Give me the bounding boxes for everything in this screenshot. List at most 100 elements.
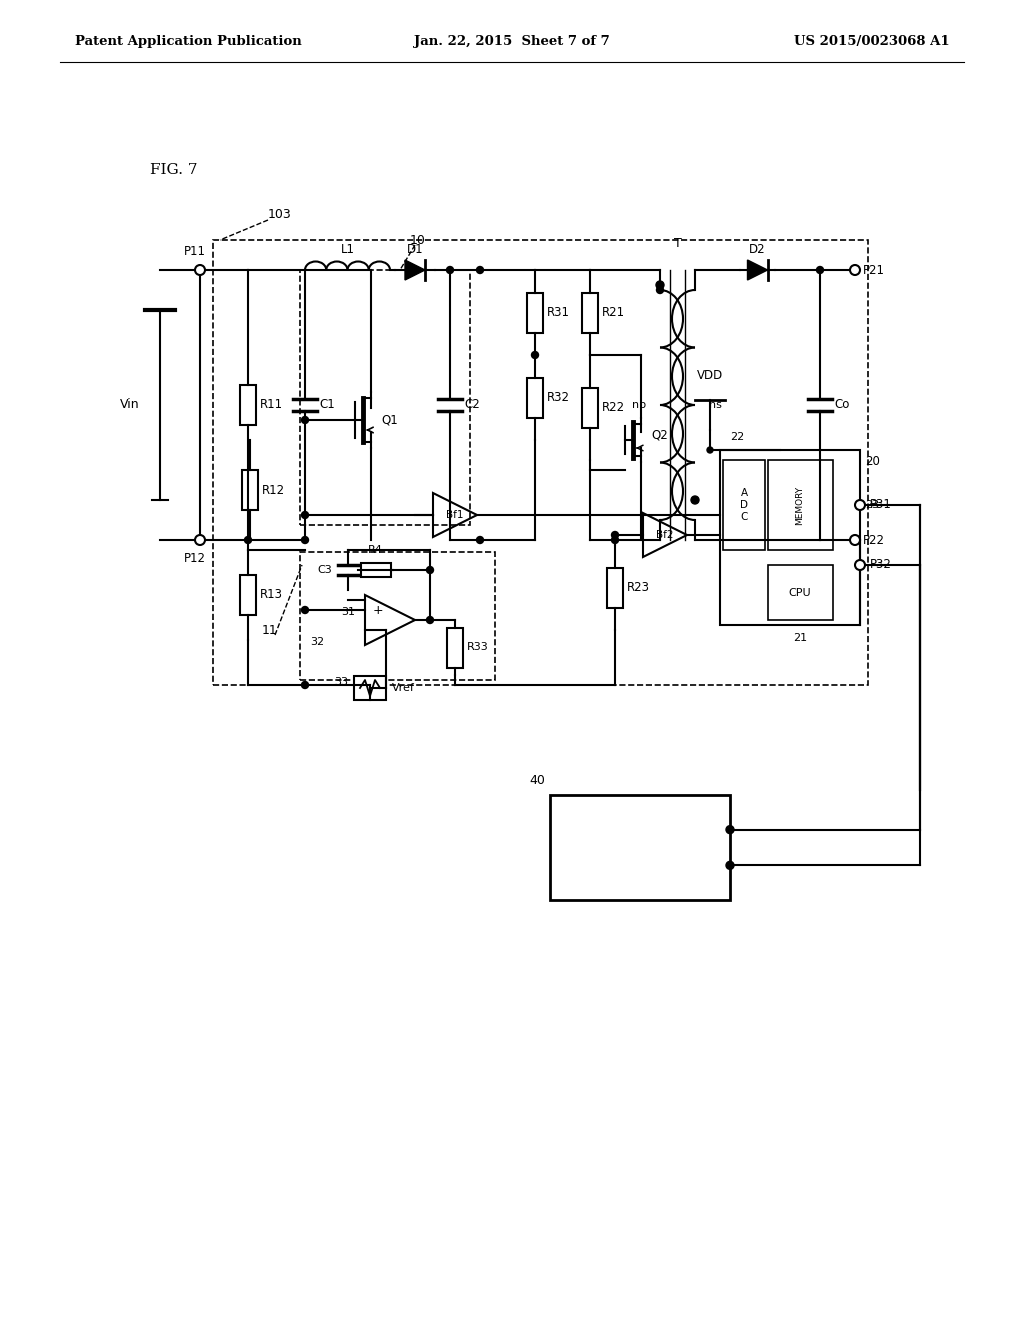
Text: R4: R4 (368, 545, 383, 554)
Bar (300, 552, 495, 680)
Circle shape (245, 536, 252, 544)
Bar (242, 470, 258, 510)
Text: Patent Application Publication: Patent Application Publication (75, 36, 302, 49)
Bar (607, 568, 623, 607)
Bar (527, 293, 543, 333)
Circle shape (476, 536, 483, 544)
Text: +: + (373, 603, 383, 616)
Text: Q2: Q2 (651, 429, 668, 441)
Text: R11: R11 (260, 399, 283, 412)
Text: Vin: Vin (121, 399, 140, 412)
Text: 40: 40 (529, 774, 545, 787)
Text: 23: 23 (865, 500, 880, 510)
Text: np: np (632, 400, 646, 411)
Bar (582, 293, 598, 333)
Circle shape (301, 681, 308, 689)
Text: P22: P22 (863, 533, 885, 546)
Text: Co: Co (834, 399, 849, 412)
Circle shape (301, 417, 308, 424)
Circle shape (656, 286, 664, 293)
Circle shape (195, 535, 205, 545)
Bar (240, 576, 256, 615)
Bar (527, 378, 543, 417)
Bar (213, 240, 868, 685)
Text: 103: 103 (268, 209, 292, 222)
Text: P21: P21 (863, 264, 885, 276)
Circle shape (726, 862, 734, 870)
Circle shape (195, 265, 205, 275)
Circle shape (816, 267, 823, 273)
Text: D1: D1 (407, 243, 423, 256)
Bar (354, 676, 386, 700)
Circle shape (691, 496, 699, 504)
Circle shape (855, 500, 865, 510)
Circle shape (726, 825, 734, 834)
Text: C2: C2 (464, 399, 480, 412)
Circle shape (301, 536, 308, 544)
Text: R12: R12 (262, 483, 285, 496)
Bar (240, 385, 256, 425)
Text: D2: D2 (750, 243, 766, 256)
Text: Jan. 22, 2015  Sheet 7 of 7: Jan. 22, 2015 Sheet 7 of 7 (414, 36, 610, 49)
Text: L1: L1 (341, 243, 354, 256)
Text: P11: P11 (184, 246, 206, 257)
Text: R23: R23 (627, 581, 650, 594)
Text: 31: 31 (341, 607, 355, 616)
Text: Q1: Q1 (381, 413, 397, 426)
Bar (723, 459, 765, 550)
Text: Bf2: Bf2 (656, 531, 674, 540)
Bar (550, 795, 730, 900)
Text: A
D
C: A D C (740, 487, 748, 523)
Bar (361, 564, 391, 577)
Bar (582, 388, 598, 428)
Text: VDD: VDD (697, 370, 723, 381)
Circle shape (531, 351, 539, 359)
Polygon shape (406, 260, 425, 280)
Text: T: T (674, 238, 681, 249)
Text: CPU: CPU (788, 587, 811, 598)
Text: 11: 11 (262, 623, 278, 636)
Circle shape (446, 267, 454, 273)
Text: ns: ns (709, 400, 722, 411)
Text: C1: C1 (319, 399, 335, 412)
Text: −: − (372, 623, 384, 638)
Text: 21: 21 (793, 634, 807, 643)
Circle shape (707, 447, 713, 453)
Circle shape (476, 267, 483, 273)
Text: FIG. 7: FIG. 7 (150, 162, 198, 177)
Text: 20: 20 (865, 455, 880, 469)
Text: C3: C3 (317, 565, 332, 576)
Circle shape (611, 532, 618, 539)
Circle shape (427, 616, 433, 623)
Circle shape (301, 606, 308, 614)
Bar (768, 459, 833, 550)
Text: R13: R13 (260, 589, 283, 602)
Text: R33: R33 (467, 643, 488, 652)
Bar (720, 450, 860, 624)
Circle shape (301, 511, 308, 519)
Circle shape (855, 560, 865, 570)
Text: R32: R32 (547, 391, 570, 404)
Bar (447, 627, 463, 668)
Text: MEMORY: MEMORY (796, 486, 805, 524)
Text: R31: R31 (547, 306, 570, 319)
Text: P32: P32 (870, 558, 892, 572)
Text: US 2015/0023068 A1: US 2015/0023068 A1 (795, 36, 950, 49)
Text: 32: 32 (310, 638, 325, 647)
Text: Bf1: Bf1 (446, 510, 464, 520)
Text: P12: P12 (184, 552, 206, 565)
Text: R22: R22 (602, 401, 625, 414)
Circle shape (850, 535, 860, 545)
Text: Vref: Vref (392, 682, 415, 693)
Bar (300, 271, 470, 525)
Text: 10: 10 (410, 234, 426, 247)
Circle shape (850, 265, 860, 275)
Circle shape (611, 536, 618, 544)
Text: 33: 33 (334, 677, 348, 686)
Circle shape (656, 281, 664, 289)
Polygon shape (748, 260, 768, 280)
Text: R21: R21 (602, 306, 625, 319)
Bar (768, 565, 833, 620)
Text: P31: P31 (870, 499, 892, 511)
Text: 22: 22 (730, 432, 744, 442)
